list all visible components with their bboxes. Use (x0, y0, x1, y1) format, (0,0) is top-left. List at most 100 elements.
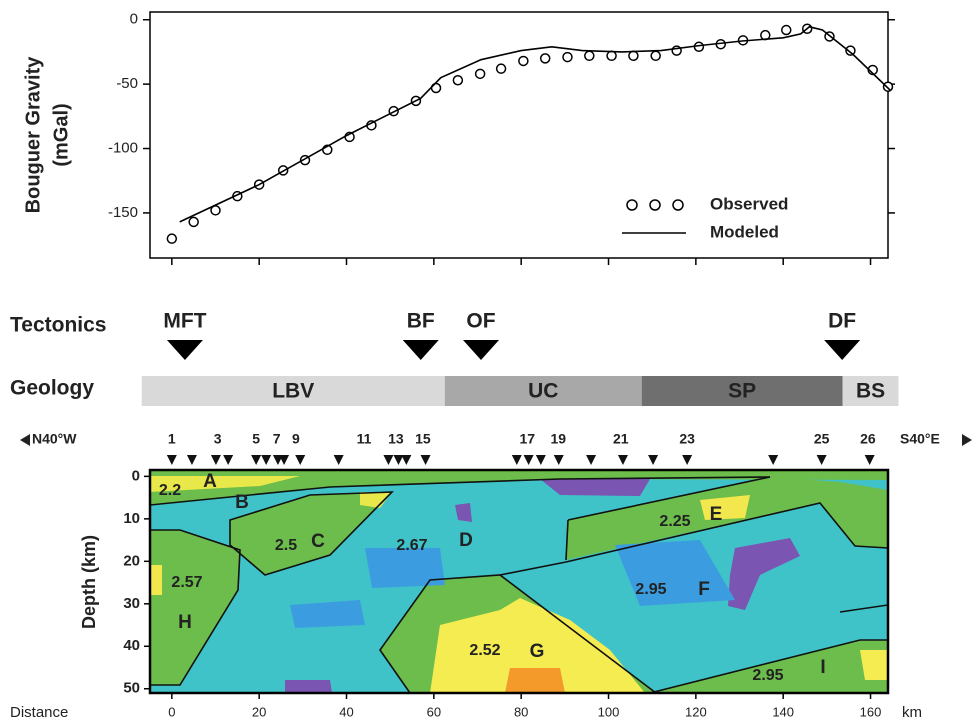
x-tick-label: 120 (685, 704, 707, 719)
fault-marker (463, 340, 500, 360)
observed-point (188, 216, 199, 228)
x-tick-label: 0 (168, 704, 175, 719)
body-fill (230, 492, 392, 575)
observed-point (584, 50, 595, 62)
density-label: 2.57 (171, 574, 202, 591)
geology-label: LBV (272, 380, 314, 403)
station-marker (333, 455, 344, 465)
body-label: H (178, 612, 192, 633)
observed-point (539, 53, 551, 64)
observed-point (562, 51, 573, 63)
legend: Observed Modeled (622, 194, 788, 241)
patch-fill (150, 565, 162, 595)
y-tick-label: -50 (116, 75, 138, 92)
station-marker (648, 455, 659, 465)
observed-point (606, 50, 617, 62)
body-label: E (710, 504, 723, 525)
legend-marker (626, 199, 638, 211)
patch-fill (290, 600, 365, 628)
station-label: 9 (292, 431, 300, 447)
station-marker (279, 455, 290, 465)
y-tick-label: 30 (123, 595, 140, 612)
boundary (379, 574, 657, 693)
station-marker (210, 455, 221, 465)
station-marker (523, 455, 534, 465)
y-tick-label: 0 (132, 467, 140, 484)
legend-marker (649, 199, 661, 211)
geology-label: SP (728, 380, 756, 403)
observed-point (518, 55, 529, 67)
observed-point (845, 45, 856, 56)
fault-label: OF (466, 310, 495, 333)
observed-point (882, 81, 894, 92)
density-label: 2.25 (659, 513, 690, 530)
y-tick-label: -100 (108, 139, 138, 156)
layer-fill (150, 470, 888, 505)
station-marker (251, 455, 262, 465)
density-label: 2.2 (159, 482, 181, 499)
station-marker (401, 455, 412, 465)
boundary (229, 491, 394, 576)
x-tick-label: 160 (860, 704, 882, 719)
y-tick-label: 50 (123, 680, 140, 697)
tectonics-label: Tectonics (10, 314, 106, 337)
x-tick-label: 140 (772, 704, 794, 719)
station-label: 26 (860, 431, 876, 447)
station-marker (166, 455, 177, 465)
direction-arrow (20, 434, 30, 446)
station-label: 13 (388, 431, 404, 447)
body-label: B (235, 492, 249, 513)
patch-fill (150, 476, 300, 492)
body-label: D (459, 530, 473, 551)
station-label: 3 (214, 431, 222, 447)
x-tick-label: 40 (339, 704, 353, 719)
observed-point (650, 50, 661, 62)
station-label: 21 (613, 431, 629, 447)
legend-label: Observed (710, 194, 788, 213)
station-marker (393, 455, 404, 465)
boundary (839, 604, 888, 613)
fault-marker (402, 340, 439, 360)
density-label: 2.95 (752, 667, 783, 684)
body-outlines (150, 476, 888, 693)
patch-fill (728, 538, 800, 610)
legend-label: Modeled (710, 222, 779, 241)
patch-fill (360, 492, 392, 508)
station-marker (617, 455, 628, 465)
geology-unit (641, 376, 843, 406)
body-fill (150, 530, 240, 685)
geology-label: BS (856, 380, 885, 403)
direction-left: N40°W (32, 431, 77, 447)
patch-fill (455, 503, 472, 522)
y-axis-label: Bouguer Gravity (22, 56, 44, 214)
patch-fill (615, 540, 735, 606)
patch-fill (430, 598, 645, 693)
y-tick-label: 40 (123, 637, 140, 654)
station-marker (383, 455, 394, 465)
station-marker (261, 455, 272, 465)
station-marker (511, 455, 522, 465)
x-tick-label: 80 (514, 704, 528, 719)
section-frame (148, 468, 890, 695)
station-marker (768, 455, 779, 465)
body-label: I (820, 657, 825, 678)
geology-label: Geology (10, 377, 94, 400)
modeled-line (179, 25, 892, 223)
patch-fill (700, 495, 750, 520)
station-marker (186, 455, 197, 465)
body-label: C (311, 531, 325, 552)
station-label: 15 (415, 431, 431, 447)
density-label: 2.67 (396, 537, 427, 554)
x-tick-label: 20 (252, 704, 266, 719)
section-image (150, 470, 888, 693)
patch-fill (285, 680, 332, 693)
direction-arrow (962, 434, 972, 446)
plot-frame (149, 11, 889, 259)
patch-fill (365, 548, 445, 588)
station-label: 17 (520, 431, 536, 447)
station-label: 23 (679, 431, 695, 447)
legend-marker (672, 199, 684, 211)
body-label: G (530, 641, 545, 662)
observed-point (495, 63, 507, 74)
